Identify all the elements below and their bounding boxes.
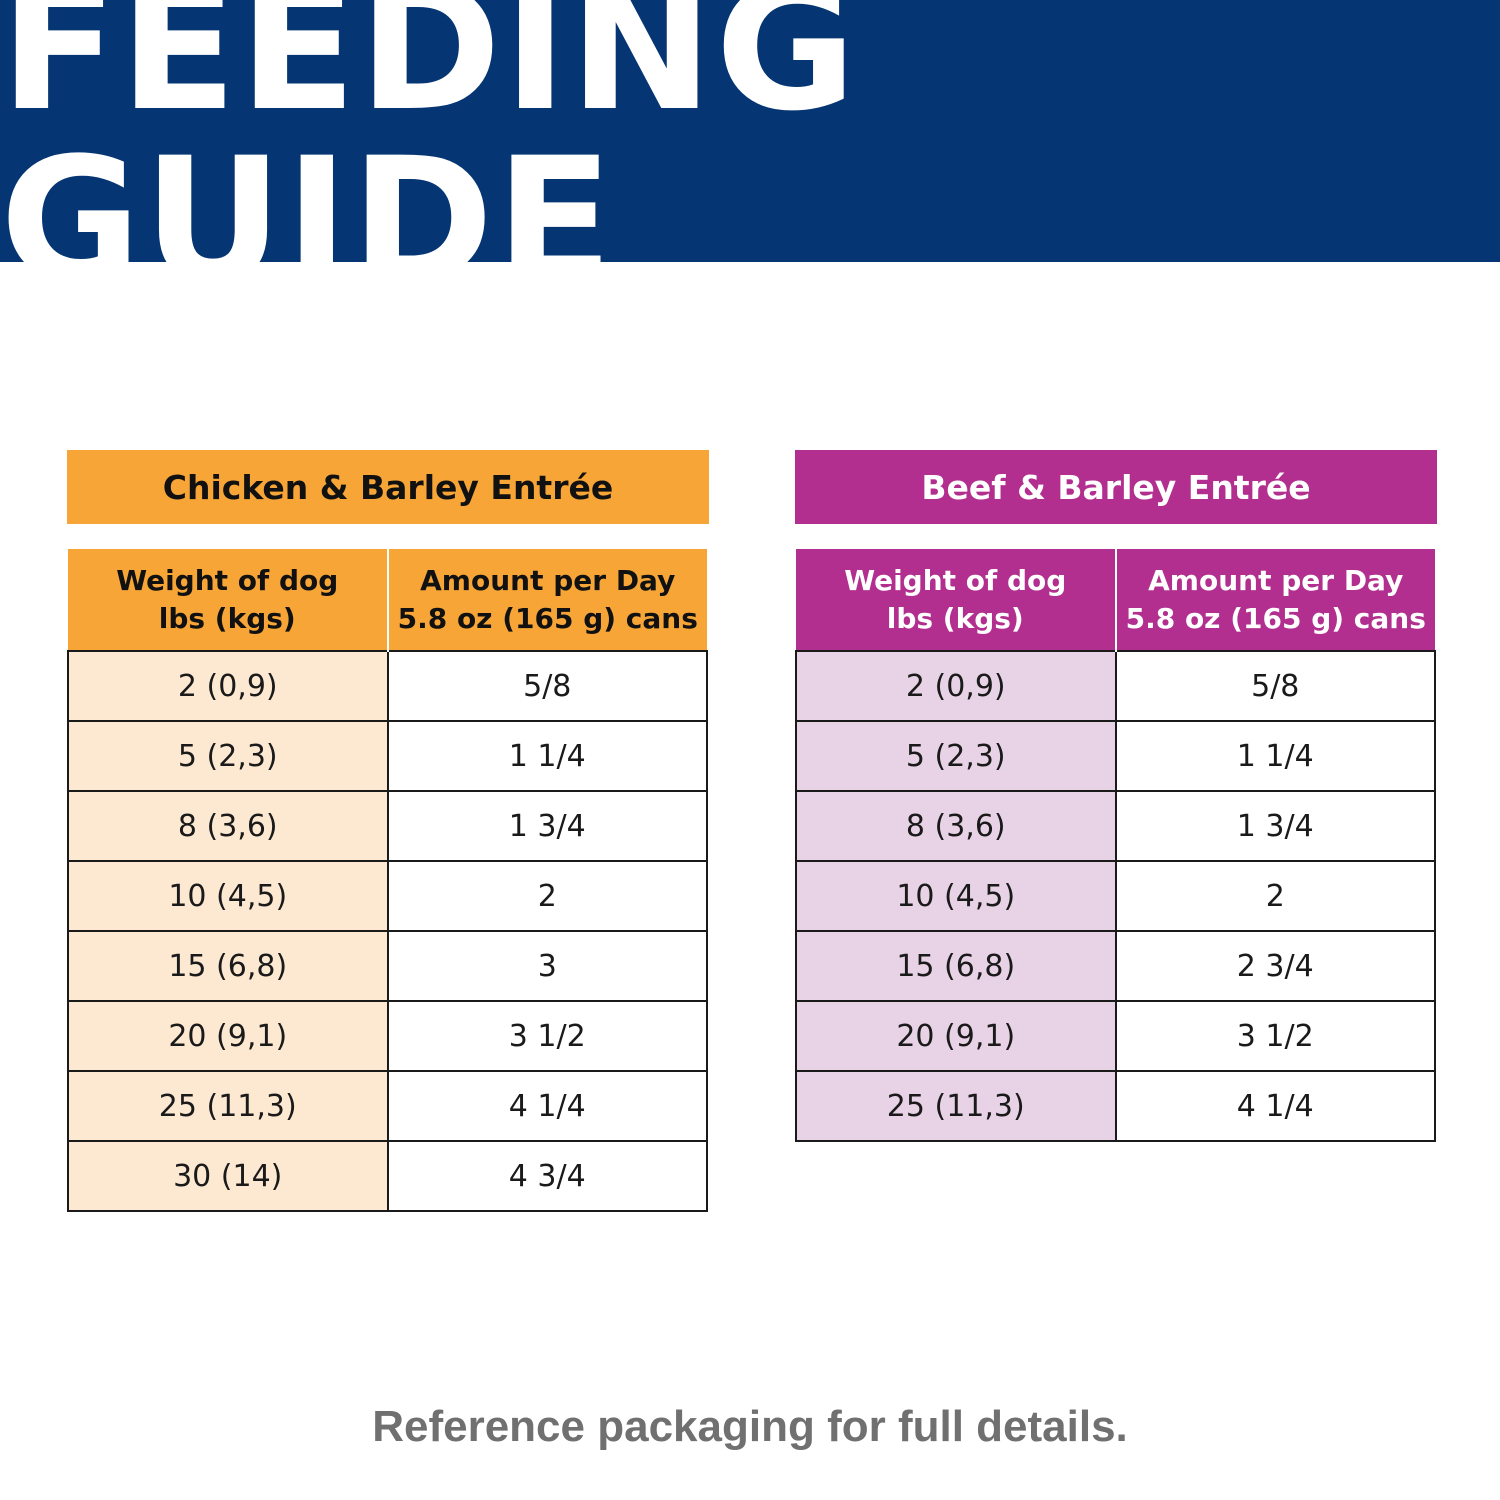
weight-cell: 8 (3,6) xyxy=(795,790,1117,862)
amount-cell: 1 1/4 xyxy=(386,720,708,792)
amount-header-line2: 5.8 oz (165 g) cans xyxy=(397,601,698,635)
chicken-feeding-table-section: Chicken & Barley Entrée Weight of dog lb… xyxy=(67,450,709,1212)
weight-header-line1: Weight of dog xyxy=(116,563,339,597)
table-header-row: Weight of dog lbs (kgs) Amount per Day 5… xyxy=(68,549,707,651)
amount-cell: 1 3/4 xyxy=(1114,790,1436,862)
table-row: 20 (9,1) 3 1/2 xyxy=(795,1000,1436,1072)
weight-column-header: Weight of dog lbs (kgs) xyxy=(796,549,1117,651)
amount-cell: 2 xyxy=(386,860,708,932)
header-banner: FEEDING GUIDE xyxy=(0,0,1500,307)
table-row: 25 (11,3) 4 1/4 xyxy=(795,1070,1436,1142)
weight-header-line2: lbs (kgs) xyxy=(158,601,296,635)
table-row: 8 (3,6) 1 3/4 xyxy=(67,790,708,862)
table-row: 10 (4,5) 2 xyxy=(67,860,708,932)
table-row: 10 (4,5) 2 xyxy=(795,860,1436,932)
amount-header-line1: Amount per Day xyxy=(1148,563,1404,597)
weight-cell: 2 (0,9) xyxy=(67,650,389,722)
amount-cell: 1 1/4 xyxy=(1114,720,1436,792)
table-row: 5 (2,3) 1 1/4 xyxy=(67,720,708,792)
amount-cell: 4 1/4 xyxy=(1114,1070,1436,1142)
page-title: FEEDING GUIDE xyxy=(0,0,859,321)
weight-cell: 2 (0,9) xyxy=(795,650,1117,722)
weight-header-line2: lbs (kgs) xyxy=(886,601,1024,635)
amount-cell: 4 1/4 xyxy=(386,1070,708,1142)
amount-cell: 2 3/4 xyxy=(1114,930,1436,1002)
amount-cell: 5/8 xyxy=(1114,650,1436,722)
weight-cell: 20 (9,1) xyxy=(795,1000,1117,1072)
table-row: 25 (11,3) 4 1/4 xyxy=(67,1070,708,1142)
table-row: 20 (9,1) 3 1/2 xyxy=(67,1000,708,1072)
amount-cell: 3 1/2 xyxy=(386,1000,708,1072)
beef-feeding-table-section: Beef & Barley Entrée Weight of dog lbs (… xyxy=(795,450,1437,1142)
amount-cell: 5/8 xyxy=(386,650,708,722)
weight-cell: 5 (2,3) xyxy=(795,720,1117,792)
weight-cell: 8 (3,6) xyxy=(67,790,389,862)
amount-column-header: Amount per Day 5.8 oz (165 g) cans xyxy=(1115,549,1435,651)
table-row: 5 (2,3) 1 1/4 xyxy=(795,720,1436,792)
weight-column-header: Weight of dog lbs (kgs) xyxy=(68,549,389,651)
weight-cell: 5 (2,3) xyxy=(67,720,389,792)
table-row: 2 (0,9) 5/8 xyxy=(795,650,1436,722)
weight-cell: 10 (4,5) xyxy=(795,860,1117,932)
amount-column-header: Amount per Day 5.8 oz (165 g) cans xyxy=(387,549,707,651)
weight-cell: 30 (14) xyxy=(67,1140,389,1212)
footer-note: Reference packaging for full details. xyxy=(372,1402,1128,1451)
table-row: 15 (6,8) 2 3/4 xyxy=(795,930,1436,1002)
weight-cell: 20 (9,1) xyxy=(67,1000,389,1072)
amount-cell: 3 1/2 xyxy=(1114,1000,1436,1072)
amount-cell: 3 xyxy=(386,930,708,1002)
chicken-feeding-table: Weight of dog lbs (kgs) Amount per Day 5… xyxy=(67,549,708,1212)
beef-product-title: Beef & Barley Entrée xyxy=(795,450,1437,524)
amount-header-line1: Amount per Day xyxy=(420,563,676,597)
amount-cell: 1 3/4 xyxy=(386,790,708,862)
weight-cell: 10 (4,5) xyxy=(67,860,389,932)
weight-cell: 15 (6,8) xyxy=(67,930,389,1002)
amount-cell: 4 3/4 xyxy=(386,1140,708,1212)
table-header-row: Weight of dog lbs (kgs) Amount per Day 5… xyxy=(796,549,1435,651)
weight-cell: 15 (6,8) xyxy=(795,930,1117,1002)
weight-cell: 25 (11,3) xyxy=(67,1070,389,1142)
amount-cell: 2 xyxy=(1114,860,1436,932)
weight-cell: 25 (11,3) xyxy=(795,1070,1117,1142)
amount-header-line2: 5.8 oz (165 g) cans xyxy=(1125,601,1426,635)
beef-feeding-table: Weight of dog lbs (kgs) Amount per Day 5… xyxy=(795,549,1436,1142)
table-row: 15 (6,8) 3 xyxy=(67,930,708,1002)
table-row: 30 (14) 4 3/4 xyxy=(67,1140,708,1212)
table-row: 2 (0,9) 5/8 xyxy=(67,650,708,722)
chicken-product-title: Chicken & Barley Entrée xyxy=(67,450,709,524)
table-row: 8 (3,6) 1 3/4 xyxy=(795,790,1436,862)
weight-header-line1: Weight of dog xyxy=(844,563,1067,597)
